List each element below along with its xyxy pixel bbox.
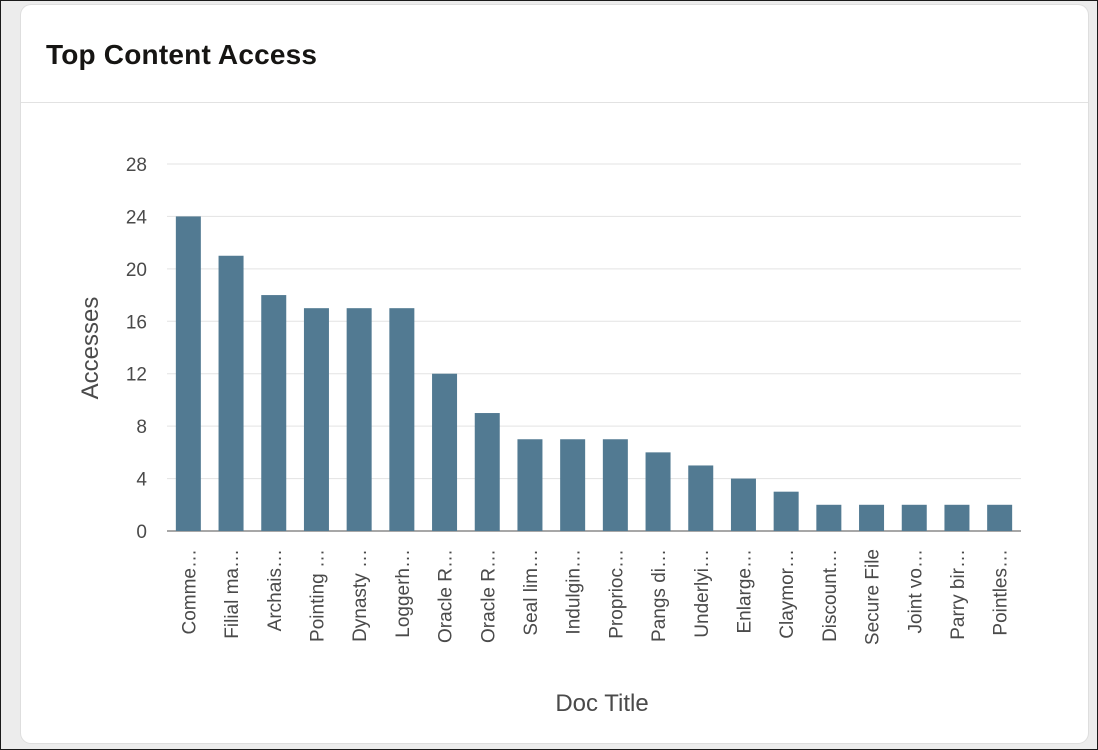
x-tick-label: Secure File (863, 549, 884, 645)
y-axis-title: Accesses (77, 297, 104, 400)
y-tick-label: 28 (126, 155, 147, 176)
y-tick-label: 24 (126, 207, 148, 228)
bar[interactable] (816, 504, 842, 531)
y-tick-label: 0 (136, 522, 147, 543)
bar[interactable] (175, 216, 201, 531)
bar[interactable] (432, 373, 458, 531)
bar[interactable] (944, 504, 970, 531)
bar[interactable] (474, 413, 500, 531)
bar[interactable] (901, 504, 927, 531)
bar[interactable] (688, 465, 714, 531)
x-axis-labels: Comme… Filial ma… Archais… Pointing … Dynast… (179, 549, 1011, 645)
x-tick-label: Claymor… (777, 549, 798, 639)
bar[interactable] (517, 439, 543, 531)
x-tick-label: Oracle R… (478, 549, 499, 643)
y-tick-label: 16 (126, 312, 147, 333)
bar[interactable] (218, 255, 244, 531)
y-tick-label: 4 (136, 470, 147, 491)
x-tick-label: Dynasty … (350, 549, 371, 642)
grid-lines (167, 163, 1021, 532)
bar[interactable] (560, 439, 586, 531)
bar[interactable] (389, 308, 415, 531)
x-tick-label: Underlyi… (692, 549, 713, 638)
bar[interactable] (730, 478, 756, 531)
x-tick-label: Seal lim… (521, 549, 542, 636)
bar[interactable] (645, 452, 671, 531)
x-tick-label: Comme… (179, 549, 200, 635)
bar[interactable] (987, 504, 1013, 531)
y-axis-ticks: 0 4 8 12 16 20 24 28 (126, 155, 148, 543)
x-tick-label: Pointing … (307, 549, 328, 642)
bar[interactable] (303, 308, 329, 531)
x-tick-label: Filial ma… (222, 549, 243, 639)
x-tick-label: Pointles… (991, 549, 1012, 636)
card-header: Top Content Access (21, 5, 1088, 103)
x-tick-label: Discount… (820, 549, 841, 642)
y-tick-label: 20 (126, 260, 147, 281)
x-tick-label: Enlarge… (734, 549, 755, 634)
x-tick-label: Joint vo… (905, 549, 926, 633)
x-tick-label: Loggerh… (393, 549, 414, 638)
x-tick-label: Oracle R… (436, 549, 457, 643)
bar[interactable] (602, 439, 628, 531)
bar[interactable] (859, 504, 885, 531)
card-title: Top Content Access (46, 39, 318, 70)
x-tick-label: Parry bir… (948, 549, 969, 640)
x-axis-title: Doc Title (555, 690, 648, 717)
x-tick-label: Pangs di… (649, 549, 670, 642)
x-tick-label: Archais… (265, 549, 286, 631)
x-tick-label: Indulgin… (564, 549, 585, 635)
bars (175, 216, 1013, 531)
bar[interactable] (346, 308, 372, 531)
x-tick-label: Proprioc… (606, 549, 627, 639)
bar[interactable] (261, 295, 287, 531)
y-tick-label: 8 (136, 417, 147, 438)
bar[interactable] (773, 491, 799, 531)
y-tick-label: 12 (126, 365, 147, 386)
